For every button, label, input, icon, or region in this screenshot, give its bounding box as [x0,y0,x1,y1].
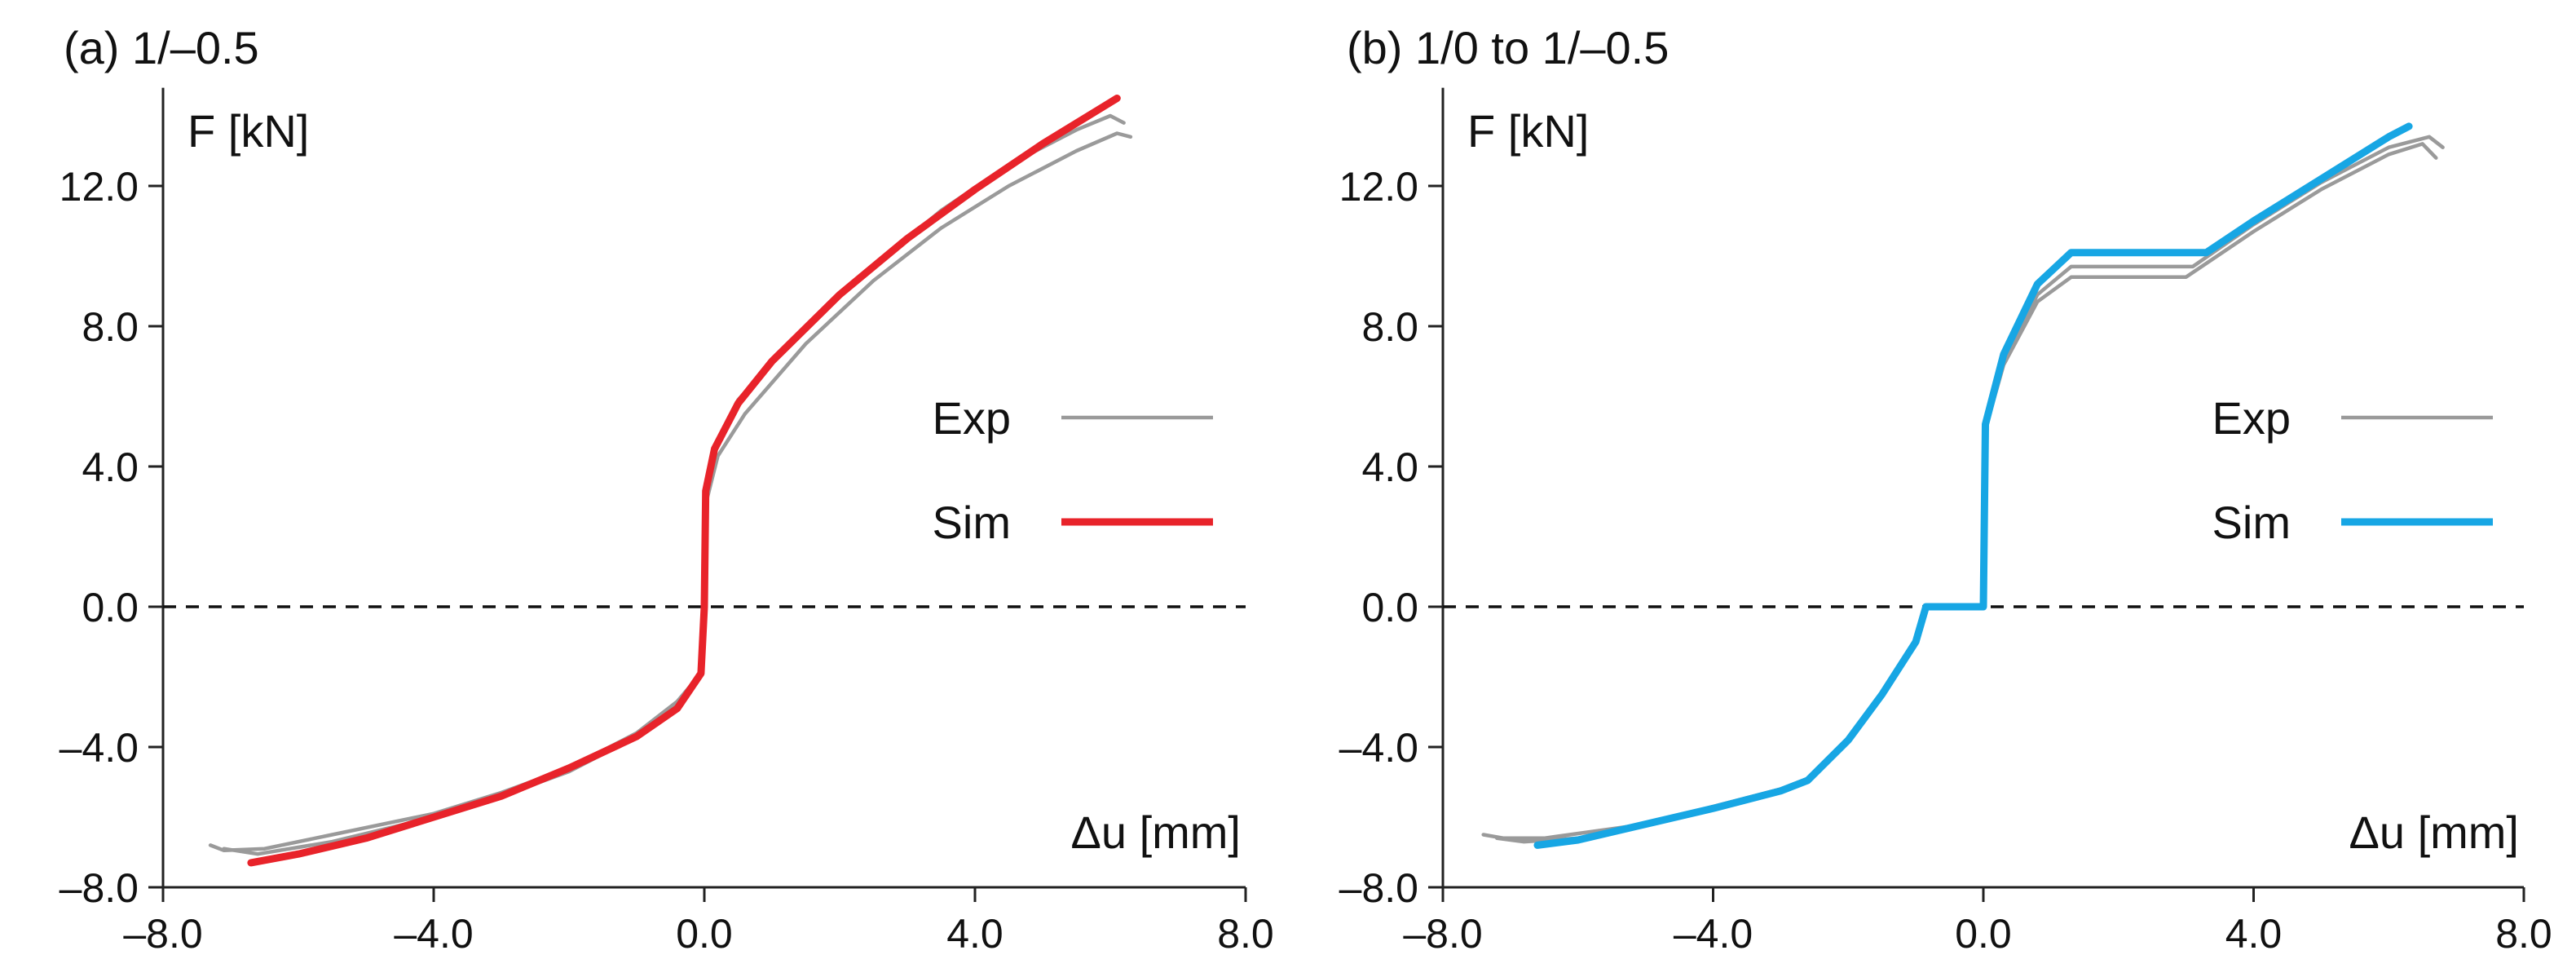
y-tick-label: –8.0 [60,865,139,911]
y-axis-label: F [kN] [1467,105,1589,157]
y-tick-label: 8.0 [1361,304,1418,350]
x-tick-label: –8.0 [1403,911,1482,957]
y-tick-label: 12.0 [60,164,139,210]
x-tick-label: –8.0 [123,911,202,957]
x-axis-label: Δu [mm] [1070,807,1241,858]
series-line-sim-3 [1533,122,2413,849]
x-tick-label: 0.0 [1955,911,2012,957]
series-line-exp-1 [208,131,1133,853]
y-tick-label: 8.0 [82,304,139,350]
chart-title: (a) 1/–0.5 [64,22,259,73]
series-line-sim-3 [247,95,1121,867]
x-tick-label: 0.0 [676,911,733,957]
x-tick-label: 8.0 [1217,911,1274,957]
legend-label-sim: Sim [2212,497,2291,548]
y-tick-label: 4.0 [82,444,139,490]
x-tick-label: 8.0 [2495,911,2552,957]
x-tick-label: 4.0 [946,911,1003,957]
series-line-exp-2 [222,113,1126,856]
legend-label-sim: Sim [933,497,1011,548]
series-line-exp-2 [1495,135,2445,844]
y-tick-label: 4.0 [1361,444,1418,490]
chart-panel-1: –8.0 –4.0 0.0 4.0 8.0 –8.0 –4.0 0.0 4.0 8.0 12.0 (a… [60,22,1274,957]
chart-title: (b) 1/0 to 1/–0.5 [1347,22,1669,73]
y-tick-label: 0.0 [1361,585,1418,630]
legend-label-exp: Exp [933,392,1012,444]
y-axis-label: F [kN] [187,105,309,157]
y-tick-label: –4.0 [60,725,139,771]
y-tick-label: –8.0 [1339,865,1418,911]
chart-panel-2: –8.0 –4.0 0.0 4.0 8.0 –8.0 –4.0 0.0 4.0 8.0 12.0 (b… [1339,22,2552,957]
x-tick-label: –4.0 [1674,911,1753,957]
x-tick-label: –4.0 [394,911,473,957]
series-line-exp-1 [1481,142,2438,841]
legend-label-exp: Exp [2212,392,2291,444]
y-tick-label: –4.0 [1339,725,1418,771]
x-tick-label: 4.0 [2225,911,2283,957]
x-axis-label: Δu [mm] [2349,807,2519,858]
y-tick-label: 0.0 [82,585,139,630]
y-tick-label: 12.0 [1339,164,1418,210]
